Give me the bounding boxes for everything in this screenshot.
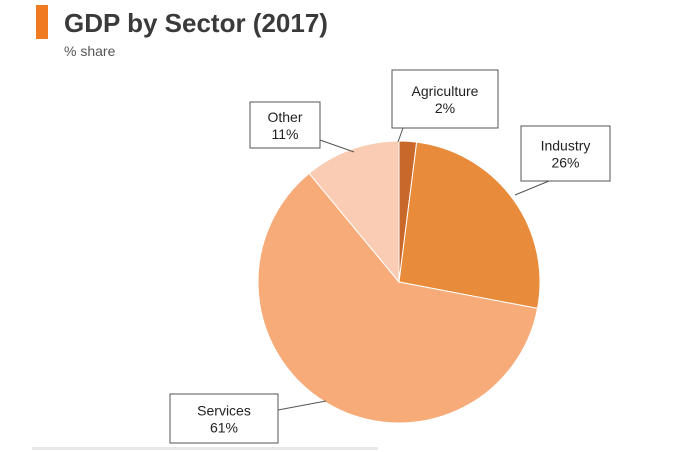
callout-leader-line: [319, 139, 355, 153]
callout-box: [169, 393, 279, 444]
slice-category-label: Services: [197, 403, 251, 419]
callout-leader-line: [514, 180, 550, 196]
chart-title: GDP by Sector (2017): [64, 8, 328, 38]
slice-value-label: 26%: [551, 155, 579, 171]
pie-slice-other: [308, 140, 400, 284]
bottom-divider: [32, 447, 378, 450]
slice-value-label: 2%: [435, 100, 455, 116]
pie-callouts: Agriculture2%Industry26%Services61%Other…: [169, 69, 611, 444]
callout-leader-line: [277, 400, 327, 411]
callout-leader-line: [397, 127, 404, 143]
slice-category-label: Agriculture: [412, 83, 479, 99]
callout-box: [391, 69, 499, 129]
chart-subtitle: % share: [64, 43, 116, 59]
pie-slice-industry: [398, 141, 541, 310]
callout-box: [249, 101, 321, 149]
slice-value-label: 11%: [272, 126, 299, 142]
slice-category-label: Other: [267, 109, 302, 125]
callout-box: [520, 125, 611, 182]
slice-category-label: Industry: [541, 138, 591, 154]
pie-slice-services: [257, 172, 539, 424]
pie-slices: [257, 140, 541, 424]
slice-value-label: 61%: [210, 420, 238, 436]
title-accent-bar: [36, 5, 48, 39]
